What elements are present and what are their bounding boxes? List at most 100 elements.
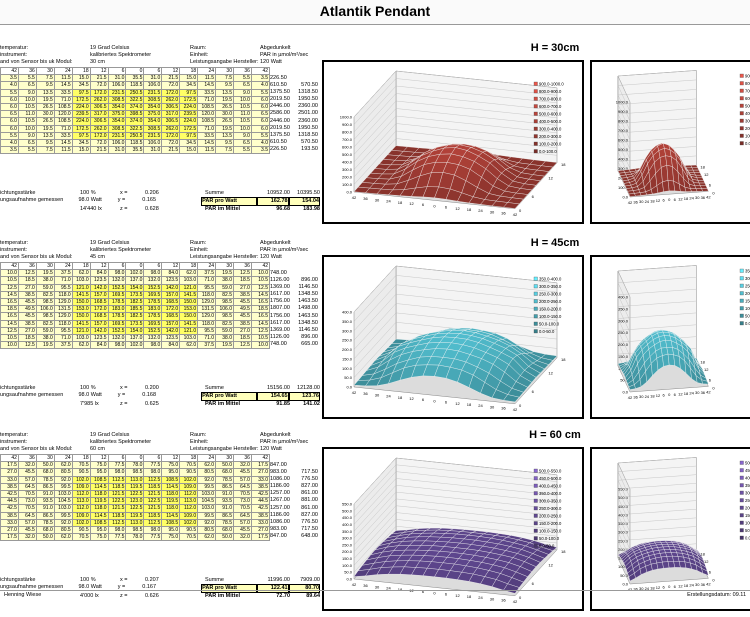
- z-tick-label: 250.0: [618, 538, 629, 543]
- table-cell: 57.0: [233, 519, 251, 526]
- table-cell: 70.5: [180, 534, 198, 541]
- column-header: 0: [126, 455, 144, 462]
- column-header: 30: [216, 455, 234, 462]
- table-cell: 6.5: [251, 111, 269, 118]
- table-cell: 6.0: [1, 125, 19, 132]
- summary-cell: ichtungsstärke: [0, 385, 80, 392]
- table-cell: 150.0: [72, 298, 90, 305]
- legend-label: 200.0-300.0: [745, 126, 750, 131]
- table-cell: 121.5: [108, 490, 126, 497]
- table-cell: 123.0: [126, 498, 144, 505]
- table-cell: 57.0: [233, 476, 251, 483]
- table-cell: 103.0: [180, 334, 198, 341]
- table-cell: 50.0: [36, 534, 54, 541]
- table-cell: 308.5: [144, 125, 162, 132]
- legend-label: 100.0-200.0: [745, 133, 750, 138]
- table-cell: 109.0: [72, 483, 90, 490]
- z-tick-label: 350.0: [342, 319, 353, 324]
- table-cell: 118.5: [144, 483, 162, 490]
- footer-date: Erstellungsdatum: 09.11: [687, 591, 746, 600]
- summary-cell: 15156.00: [260, 385, 290, 392]
- table-cell: 3.5: [1, 75, 19, 82]
- x-tick-label: 30: [490, 209, 495, 214]
- table-cell: 157.0: [90, 320, 108, 327]
- table-cell: 38.5: [251, 483, 269, 490]
- column-header: 6: [108, 455, 126, 462]
- x-tick-label: 6: [422, 202, 425, 207]
- table-cell: 72.0: [90, 139, 108, 146]
- table-cell: 103.0: [54, 490, 72, 497]
- surface-chart-main: 1000.0900.0800.0700.0600.0500.0400.0300.…: [324, 62, 582, 222]
- x-tick-label: 36: [501, 406, 506, 411]
- info-cell: 120 Watt: [260, 254, 320, 261]
- table-cell: 121.5: [108, 505, 126, 512]
- x-tick-label: 0: [668, 584, 671, 589]
- table-cell: 27.0: [18, 284, 36, 291]
- row-sum: 847.00: [270, 462, 318, 469]
- table-cell: 137.0: [126, 334, 144, 341]
- table-cell: 9.5: [36, 139, 54, 146]
- row-sum-value: 847.00: [270, 533, 287, 540]
- table-cell: 70.5: [18, 505, 36, 512]
- x-tick-label: 30: [375, 197, 380, 202]
- table-cell: 78.5: [216, 476, 234, 483]
- summary-cell: 100 %: [80, 190, 120, 197]
- y-tick-label: 6: [532, 581, 535, 586]
- x-tick-label: 42: [628, 395, 633, 400]
- legend-label: 300.0-350.0: [539, 284, 562, 289]
- table-cell: 14.5: [1, 291, 19, 298]
- column-header: 12: [162, 263, 180, 270]
- row-sum-value: 1348.50: [298, 291, 318, 298]
- info-cell: PAR in µmol/m²/sec: [260, 439, 320, 446]
- row-sum-value: 881.00: [301, 497, 318, 504]
- row-sum-value: 1257.00: [270, 505, 290, 512]
- summary-cell: 123.76: [289, 392, 320, 401]
- table-cell: 354.0: [108, 103, 126, 110]
- legend-label: 0.0-50.0: [745, 535, 750, 540]
- z-tick-label: 500.0: [342, 508, 353, 513]
- z-tick-label: 100.0: [342, 366, 353, 371]
- legend-label: 300.0-350.0: [745, 276, 750, 281]
- summary-cell: PAR im Mittel: [205, 206, 260, 213]
- table-cell: 95.0: [162, 469, 180, 476]
- legend-label: 900.0-1000.0: [745, 73, 750, 78]
- table-cell: 95.5: [54, 284, 72, 291]
- column-header: 36: [233, 263, 251, 270]
- legend-label: 100.0-200.0: [539, 141, 562, 146]
- table-cell: 62.0: [72, 342, 90, 349]
- surface-cell: [693, 170, 700, 173]
- table-cell: 92.0: [54, 476, 72, 483]
- table-cell: 21.5: [90, 75, 108, 82]
- x-tick-label: 6: [674, 392, 677, 397]
- column-header: 36: [233, 455, 251, 462]
- table-cell: 44.5: [1, 498, 19, 505]
- info-cell: and von Sensor bis uk Modul:: [0, 446, 90, 453]
- summary-cell: 98.0 Watt: [79, 392, 118, 401]
- legend-swatch: [740, 284, 744, 288]
- column-header: 42: [1, 263, 19, 270]
- table-cell: 59.0: [36, 284, 54, 291]
- table-cell: 98.0: [108, 526, 126, 533]
- table-cell: 122.5: [126, 505, 144, 512]
- table-cell: 14.5: [251, 291, 269, 298]
- x-tick-label: 42: [706, 194, 711, 199]
- legend-swatch: [534, 112, 538, 116]
- info-cell: Abgedunkelt: [260, 45, 320, 52]
- table-cell: 45.5: [233, 469, 251, 476]
- info-cell: Einheit:: [190, 439, 260, 446]
- table-cell: 132.0: [144, 277, 162, 284]
